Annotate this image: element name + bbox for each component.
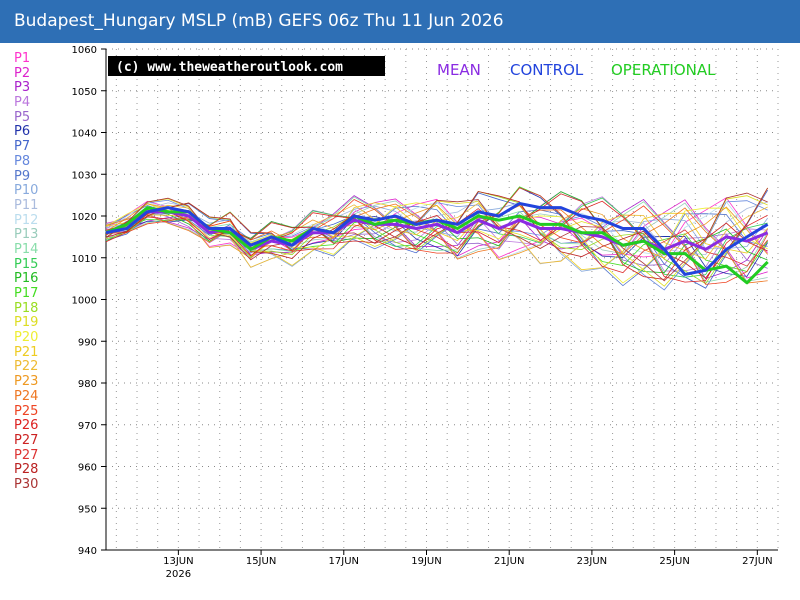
member-legend-item: P18 [14,300,39,316]
member-legend-item: P23 [14,374,39,390]
x-tick-label: 19JUN [411,556,441,567]
member-legend: P1 P2 P3 P4 P5 P6 P7 P8 P9 P10 P11 P12 P13 P14 P15 P16 P… [14,51,74,493]
chart-title: Budapest_Hungary MSLP (mB) GEFS 06z Thu … [14,11,504,31]
x-tick-label: 17JUN [329,556,359,567]
member-legend-item: P27 [14,447,39,463]
member-legend-item: P16 [14,271,39,287]
member-lines [105,186,769,291]
copyright-background [108,56,385,76]
x-tick-label: 15JUN [246,556,276,567]
x-tick-label: 25JUN [659,556,689,567]
y-tick-label: 1060 [72,45,97,56]
series-legend: MEAN CONTROL OPERATIONAL [437,61,716,79]
member-legend-item: P12 [14,212,39,228]
member-legend-item: P3 [14,80,31,96]
member-legend-item: P26 [14,418,39,434]
title-bar: Budapest_Hungary MSLP (mB) GEFS 06z Thu … [0,0,800,43]
y-tick-label: 1050 [72,87,97,98]
member-legend-item: P8 [14,153,31,169]
y-tick-label: 950 [78,504,97,515]
member-legend-item: P17 [14,286,39,301]
member-legend-item: P24 [14,388,39,404]
member-legend-item: P15 [14,256,39,272]
x-tick-label: 21JUN [494,556,524,567]
y-tick-label: 1010 [72,254,97,265]
copyright-text: (c) www.theweatheroutlook.com [116,60,343,75]
member-legend-item: P14 [14,241,39,257]
series-legend-mean: MEAN [437,61,481,79]
series-legend-operational: OPERATIONAL [611,61,716,79]
y-tick-label: 970 [78,421,97,432]
y-tick-label: 1030 [72,170,97,181]
member-line [105,189,769,289]
member-legend-item: P22 [14,359,39,375]
member-legend-item: P5 [14,109,31,125]
member-line [105,193,768,280]
y-tick-label: 940 [78,546,97,557]
y-tick-label: 980 [78,379,97,390]
member-legend-item: P11 [14,197,39,213]
member-legend-item: P13 [14,227,39,243]
member-legend-item: P20 [14,330,39,346]
member-legend-item: P30 [14,476,39,492]
member-legend-item: P19 [14,315,39,331]
member-line [105,196,769,283]
y-tick-label: 960 [78,463,97,474]
y-tick-label: 990 [78,337,97,348]
member-legend-item: P9 [14,168,31,184]
y-tick-label: 1020 [72,212,97,223]
series-line-control [105,201,769,276]
member-line [105,187,768,274]
x-tick-label: 27JUN [742,556,772,567]
grid [106,48,779,551]
x-tick-label: 13JUN [163,556,193,567]
member-legend-item: P25 [14,403,39,419]
member-line [105,197,768,278]
x-tick-sublabel: 2026 [166,569,191,580]
copyright-banner: (c) www.theweatheroutlook.com [108,56,385,76]
main-series-lines [105,201,769,285]
member-line [105,203,768,261]
member-legend-item: P28 [14,462,39,478]
axes: 940 950 960 970 980 990 1000 1010 1020 1030 1040 10… [72,45,778,580]
member-legend-item: P6 [14,124,31,140]
y-tick-label: 1040 [72,129,97,140]
series-legend-control: CONTROL [510,61,584,79]
member-legend-item: P7 [14,139,31,155]
member-line [105,192,768,282]
member-legend-item: P10 [14,183,39,199]
member-line [105,199,769,285]
member-line [105,203,768,284]
y-tick-label: 1000 [72,296,97,307]
x-tick-label: 23JUN [577,556,607,567]
member-legend-item: P27 [14,432,39,448]
member-legend-item: P1 [14,51,31,66]
member-legend-item: P4 [14,95,31,111]
member-legend-item: P21 [14,344,39,360]
member-legend-item: P2 [14,65,31,81]
